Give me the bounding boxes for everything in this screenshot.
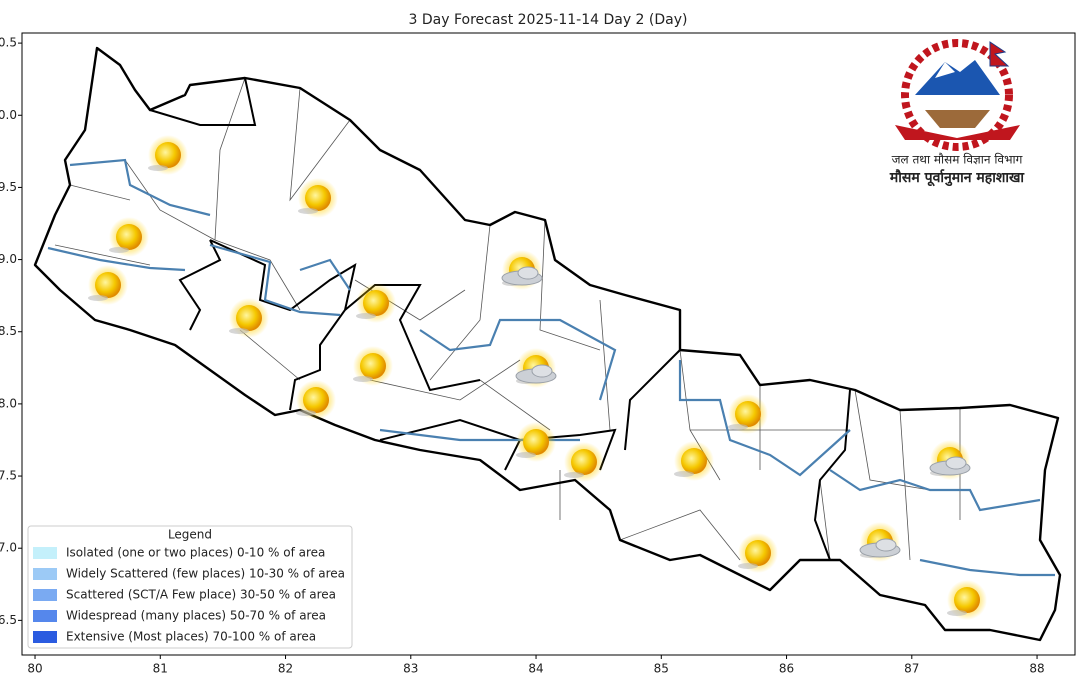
x-tick-label: 80	[27, 662, 42, 676]
sun	[303, 387, 329, 413]
y-tick-label: 28.5	[0, 324, 17, 338]
sun-shadow	[296, 410, 316, 416]
legend-swatch	[33, 610, 57, 622]
cloudy-icon	[929, 440, 971, 480]
sun-shadow	[353, 376, 373, 382]
sun	[360, 353, 386, 379]
legend-label: Isolated (one or two places) 0-10 % of a…	[66, 546, 325, 560]
sun-shadow	[947, 610, 967, 616]
sun-shadow	[356, 313, 376, 319]
sun-shadow	[229, 328, 249, 334]
sunny-icon	[148, 135, 188, 175]
sun-shadow	[738, 563, 758, 569]
sunny-icon	[516, 422, 556, 462]
sun	[954, 587, 980, 613]
y-tick-label: 30.0	[0, 108, 17, 122]
x-tick-label: 87	[904, 662, 919, 676]
legend-swatch	[33, 631, 57, 643]
sunny-icon	[229, 298, 269, 338]
sun	[735, 401, 761, 427]
sun	[236, 305, 262, 331]
sunny-icon	[109, 217, 149, 257]
sun	[571, 449, 597, 475]
emblem	[895, 39, 1020, 151]
sun-shadow	[728, 424, 748, 430]
cloud	[875, 538, 897, 552]
legend-swatch	[33, 547, 57, 559]
y-tick-label: 27.0	[0, 541, 17, 555]
sun	[95, 272, 121, 298]
sun-shadow	[516, 452, 536, 458]
y-tick-label: 29.5	[0, 180, 17, 194]
cloud	[517, 266, 539, 280]
sun	[155, 142, 181, 168]
sunny-icon	[947, 580, 987, 620]
cloudy-icon	[859, 522, 901, 562]
sunny-icon	[353, 346, 393, 386]
legend-label: Widespread (many places) 50-70 % of area	[66, 609, 326, 623]
sunny-icon	[298, 178, 338, 218]
legend-swatch	[33, 589, 57, 601]
x-tick-label: 85	[654, 662, 669, 676]
cloudy-icon	[515, 348, 557, 388]
sun-shadow	[674, 471, 694, 477]
cloudy-icon	[501, 250, 543, 290]
y-tick-label: 30.5	[0, 36, 17, 50]
sun-shadow	[564, 472, 584, 478]
x-tick-label: 86	[779, 662, 794, 676]
x-tick-label: 83	[403, 662, 418, 676]
sunny-icon	[356, 283, 396, 323]
sunny-icon	[738, 533, 778, 573]
sun-shadow	[88, 295, 108, 301]
y-tick-label: 28.0	[0, 396, 17, 410]
legend-box	[27, 525, 353, 649]
y-tick-label: 29.0	[0, 252, 17, 266]
sunny-icon	[88, 265, 128, 305]
y-tick-label: 26.5	[0, 613, 17, 627]
x-tick-label: 88	[1029, 662, 1044, 676]
legend-swatch	[33, 568, 57, 580]
map	[33, 46, 1062, 642]
legend-label: Widely Scattered (few places) 10-30 % of…	[66, 567, 345, 581]
emblem-line-2: मौसम पूर्वानुमान महाशाखा	[889, 169, 1026, 187]
chart-title: 3 Day Forecast 2025-11-14 Day 2 (Day)	[409, 12, 688, 28]
sun	[305, 185, 331, 211]
sun	[745, 540, 771, 566]
sun	[523, 429, 549, 455]
emblem-line-1: जल तथा मौसम विज्ञान विभाग	[892, 153, 1023, 167]
sunny-icon	[564, 442, 604, 482]
cloud	[531, 364, 553, 378]
legend-title: Legend	[168, 528, 212, 542]
x-tick-label: 82	[278, 662, 293, 676]
sun	[363, 290, 389, 316]
legend-label: Extensive (Most places) 70-100 % of area	[66, 630, 316, 644]
sun-shadow	[298, 208, 318, 214]
sunny-icon	[728, 394, 768, 434]
sunny-icon	[296, 380, 336, 420]
cloud	[945, 456, 967, 470]
sun	[116, 224, 142, 250]
sunny-icon	[674, 441, 714, 481]
legend-label: Scattered (SCT/A Few place) 30-50 % of a…	[66, 588, 336, 602]
sun-shadow	[148, 165, 168, 171]
x-tick-label: 81	[153, 662, 168, 676]
sun-shadow	[109, 247, 129, 253]
sun	[681, 448, 707, 474]
x-tick-label: 84	[528, 662, 543, 676]
y-tick-label: 27.5	[0, 469, 17, 483]
